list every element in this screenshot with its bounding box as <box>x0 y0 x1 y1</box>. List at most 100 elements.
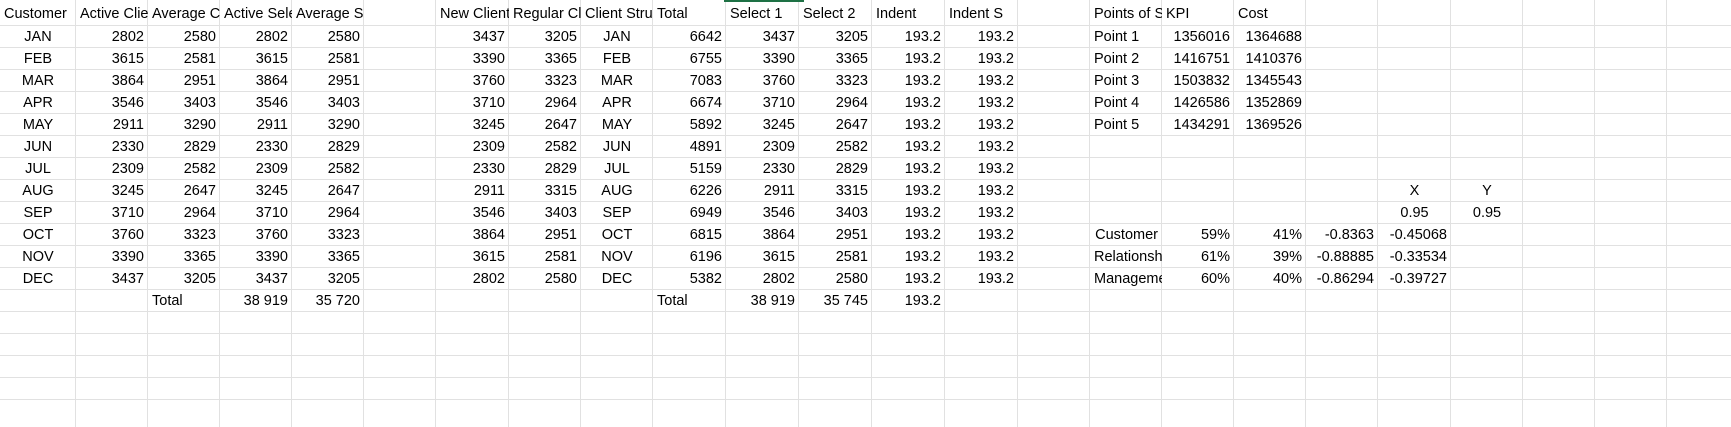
grid-cell[interactable]: 3615 <box>255 51 288 67</box>
grid-cell[interactable]: 3437 <box>111 271 144 287</box>
grid-cell[interactable]: 193.2 <box>904 117 941 133</box>
grid-cell[interactable]: 2647 <box>327 183 360 199</box>
grid-cell[interactable]: 40% <box>1272 271 1302 287</box>
grid-cell[interactable]: 2951 <box>327 73 360 89</box>
grid-cell[interactable]: 3760 <box>255 227 288 243</box>
grid-cell[interactable]: 2911 <box>112 117 144 133</box>
grid-cell[interactable]: 3546 <box>472 205 505 221</box>
grid-cell[interactable]: 2582 <box>544 139 577 155</box>
header-cell[interactable]: Total <box>657 6 688 22</box>
grid-cell[interactable]: 3365 <box>544 51 577 67</box>
grid-cell[interactable]: 2582 <box>327 161 360 177</box>
grid-cell[interactable]: 7083 <box>689 73 722 89</box>
grid-cell[interactable]: 1426586 <box>1173 95 1230 111</box>
grid-cell[interactable]: 6642 <box>689 29 722 45</box>
grid-cell[interactable]: 2309 <box>762 139 795 155</box>
grid-cell[interactable]: 3710 <box>111 205 144 221</box>
grid-cell[interactable]: 3390 <box>472 51 505 67</box>
grid-cell[interactable]: 2964 <box>327 205 360 221</box>
grid-cell[interactable]: 2802 <box>762 271 795 287</box>
grid-cell[interactable]: 1356016 <box>1173 29 1230 45</box>
grid-cell[interactable]: -0.39727 <box>1389 271 1447 287</box>
grid-cell[interactable]: 193.2 <box>977 205 1014 221</box>
grid-cell[interactable]: 193.2 <box>904 227 941 243</box>
grid-cell[interactable]: 1369526 <box>1245 117 1302 133</box>
grid-cell[interactable]: 3710 <box>255 205 288 221</box>
grid-cell[interactable]: 1410376 <box>1245 51 1302 67</box>
grid-cell[interactable]: Total <box>657 293 688 309</box>
grid-cell[interactable]: 3390 <box>762 51 795 67</box>
grid-cell[interactable]: 3205 <box>327 271 360 287</box>
header-cell[interactable]: Indent S <box>949 6 1004 22</box>
grid-cell[interactable]: 3864 <box>111 73 144 89</box>
header-cell[interactable]: Select 2 <box>803 6 856 22</box>
header-cell[interactable]: Cost <box>1238 6 1268 22</box>
grid-cell[interactable]: SEP <box>602 205 632 221</box>
header-cell[interactable]: New Client <box>440 6 509 22</box>
grid-cell[interactable]: Customer <box>1095 227 1158 243</box>
grid-cell[interactable]: 193.2 <box>977 95 1014 111</box>
grid-cell[interactable]: JUL <box>604 161 630 177</box>
grid-cell[interactable]: 3205 <box>835 29 868 45</box>
grid-cell[interactable]: 4891 <box>689 139 722 155</box>
grid-cell[interactable]: 193.2 <box>904 205 941 221</box>
grid-cell[interactable]: 61% <box>1200 249 1230 265</box>
grid-cell[interactable]: 2309 <box>472 139 505 155</box>
grid-cell[interactable]: 3615 <box>472 249 505 265</box>
grid-cell[interactable]: 3710 <box>472 95 505 111</box>
grid-cell[interactable]: 3205 <box>544 29 577 45</box>
grid-cell[interactable]: AUG <box>22 183 54 199</box>
grid-cell[interactable]: 60% <box>1200 271 1230 287</box>
grid-cell[interactable]: 3245 <box>762 117 795 133</box>
grid-cell[interactable]: 3760 <box>111 227 144 243</box>
grid-cell[interactable]: 193.2 <box>904 51 941 67</box>
grid-cell[interactable]: 2829 <box>183 139 216 155</box>
grid-cell[interactable]: 2647 <box>183 183 216 199</box>
grid-cell[interactable]: MAY <box>601 117 633 133</box>
grid-cell[interactable]: 2802 <box>255 29 288 45</box>
grid-cell[interactable]: 3390 <box>255 249 288 265</box>
grid-cell[interactable]: Relationship <box>1094 249 1162 265</box>
grid-cell[interactable]: 2330 <box>472 161 505 177</box>
grid-cell[interactable]: 3437 <box>762 29 795 45</box>
grid-cell[interactable]: JUN <box>602 139 632 155</box>
grid-cell[interactable]: MAR <box>21 73 55 89</box>
grid-cell[interactable]: 2647 <box>835 117 868 133</box>
grid-cell[interactable]: 3403 <box>544 205 577 221</box>
grid-cell[interactable]: 193.2 <box>904 29 941 45</box>
grid-cell[interactable]: 35 745 <box>823 293 868 309</box>
header-cell[interactable]: Client Struc <box>585 6 653 22</box>
grid-cell[interactable]: FEB <box>23 51 53 67</box>
grid-cell[interactable]: 193.2 <box>977 73 1014 89</box>
grid-cell[interactable]: 2581 <box>835 249 868 265</box>
grid-cell[interactable]: SEP <box>23 205 53 221</box>
grid-cell[interactable]: 3864 <box>472 227 505 243</box>
grid-cell[interactable]: 39% <box>1272 249 1302 265</box>
grid-cell[interactable]: 2829 <box>835 161 868 177</box>
grid-cell[interactable]: DEC <box>601 271 633 287</box>
grid-cell[interactable]: 1434291 <box>1173 117 1230 133</box>
grid-cell[interactable]: 193.2 <box>904 73 941 89</box>
grid-cell[interactable]: 2582 <box>835 139 868 155</box>
header-cell[interactable]: Active Clie <box>80 6 148 22</box>
grid-cell[interactable]: 3323 <box>544 73 577 89</box>
grid-cell[interactable]: 3546 <box>111 95 144 111</box>
grid-cell[interactable]: 3546 <box>255 95 288 111</box>
grid-cell[interactable]: Point 5 <box>1094 117 1140 133</box>
grid-cell[interactable]: NOV <box>22 249 54 265</box>
grid-cell[interactable]: 2911 <box>473 183 505 199</box>
grid-cell[interactable]: 3245 <box>472 117 505 133</box>
grid-cell[interactable]: 3710 <box>762 95 795 111</box>
grid-cell[interactable]: 3437 <box>255 271 288 287</box>
grid-cell[interactable]: 6815 <box>689 227 722 243</box>
grid-cell[interactable]: 193.2 <box>904 161 941 177</box>
header-cell[interactable]: Customer <box>4 6 67 22</box>
grid-cell[interactable]: 2911 <box>256 117 288 133</box>
grid-cell[interactable]: 193.2 <box>977 117 1014 133</box>
grid-cell[interactable]: Y <box>1482 183 1492 199</box>
grid-cell[interactable]: 3245 <box>111 183 144 199</box>
grid-cell[interactable]: 193.2 <box>904 139 941 155</box>
grid-cell[interactable]: 3323 <box>327 227 360 243</box>
header-cell[interactable]: Active Sele <box>224 6 292 22</box>
